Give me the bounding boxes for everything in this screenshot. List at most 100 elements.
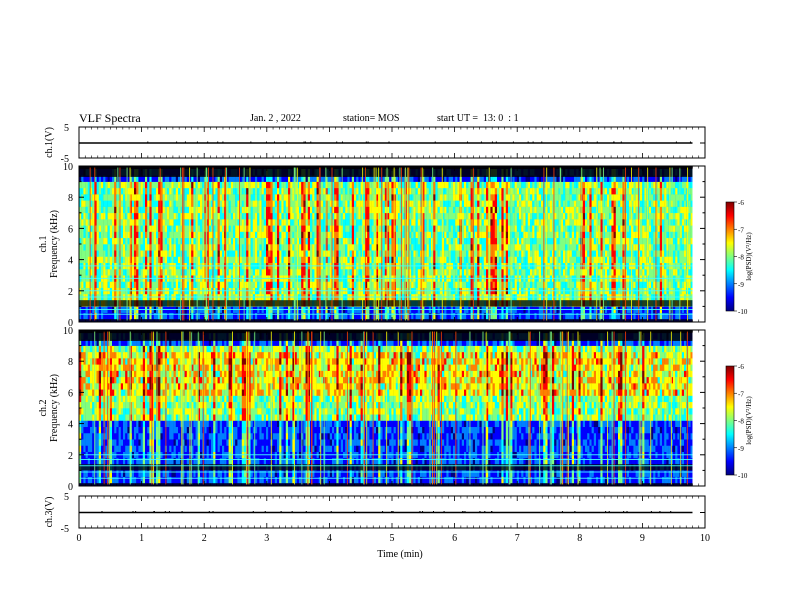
spectrogram-cell <box>165 250 167 257</box>
spectrogram-cell <box>141 207 143 214</box>
spectrogram-cell <box>427 225 429 232</box>
spectrogram-cell <box>453 238 455 245</box>
spectrogram-cell <box>92 269 94 276</box>
spectrogram-cell <box>235 232 237 239</box>
spectrogram-cell <box>334 200 336 207</box>
spectrogram-cell <box>143 225 145 232</box>
spectrogram-cell <box>369 188 371 195</box>
spectrogram-cell <box>471 269 473 276</box>
spectrogram-cell <box>493 281 495 288</box>
spectrogram-cell <box>178 213 180 220</box>
spectrogram-cell <box>435 232 437 239</box>
spectrogram-cell <box>251 256 253 263</box>
spectrogram-cell <box>108 250 110 257</box>
spectrogram-cell <box>444 250 446 257</box>
spectrogram-cell <box>306 281 308 288</box>
spectrogram-cell <box>336 244 338 251</box>
spectrogram-cell <box>277 238 279 245</box>
spectrogram-cell <box>433 200 435 207</box>
spectrogram-cell <box>171 194 173 201</box>
spectrogram-cell <box>350 313 352 320</box>
spectrogram-cell <box>215 313 217 320</box>
spectrogram-cell <box>290 213 292 220</box>
spectrogram-cell <box>477 182 479 189</box>
spectrogram-cell <box>464 213 466 220</box>
spectrogram-cell <box>321 232 323 239</box>
spectrogram-cell <box>438 250 440 257</box>
spectrogram-cell <box>193 188 195 195</box>
spectrogram-cell <box>303 250 305 257</box>
spectrogram-cell <box>187 213 189 220</box>
spectrogram-cell <box>136 250 138 257</box>
spectrogram-cell <box>462 200 464 207</box>
spectrogram-cell <box>231 225 233 232</box>
spectrogram-cell <box>438 281 440 288</box>
spectrogram-cell <box>281 313 283 320</box>
spectrogram-cell <box>402 225 404 232</box>
spectrogram-cell <box>218 244 220 251</box>
spectrogram-cell <box>121 225 123 232</box>
spectrogram-cell <box>99 238 101 245</box>
spectrogram-cell <box>328 200 330 207</box>
spectrogram-cell <box>86 281 88 288</box>
spectrogram-cell <box>286 269 288 276</box>
spectrogram-cell <box>372 225 374 232</box>
spectrogram-cell <box>97 244 99 251</box>
spectrogram-cell <box>343 194 345 201</box>
spectrogram-cell <box>193 256 195 263</box>
spectrogram-cell <box>427 250 429 257</box>
spectrogram-cell <box>449 250 451 257</box>
spectrogram-cell <box>169 313 171 320</box>
spectrogram-cell <box>354 194 356 201</box>
spectrogram-cell <box>277 200 279 207</box>
spectrogram-cell <box>446 313 448 320</box>
spectrogram-cell <box>321 188 323 195</box>
spectrogram-cell <box>264 207 266 214</box>
spectrogram-cell <box>396 244 398 251</box>
spectrogram-cell <box>114 281 116 288</box>
spectrogram-cell <box>308 250 310 257</box>
spectrogram-cell <box>484 194 486 201</box>
spectrogram-cell <box>154 244 156 251</box>
spectrogram-cell <box>383 194 385 201</box>
spectrogram-cell <box>475 256 477 263</box>
spectrogram-cell <box>438 225 440 232</box>
spectrogram-cell <box>466 219 468 226</box>
spectrogram-cell <box>312 207 314 214</box>
spectrogram-cell <box>266 244 268 251</box>
spectrogram-cell <box>391 207 393 214</box>
spectrogram-cell <box>273 250 275 257</box>
spectrogram-cell <box>482 200 484 207</box>
spectrogram-cell <box>178 182 180 189</box>
spectrogram-cell <box>284 200 286 207</box>
spectrogram-cell <box>468 200 470 207</box>
spectrogram-cell <box>444 207 446 214</box>
spectrogram-cell <box>416 188 418 195</box>
spectrogram-cell <box>418 225 420 232</box>
spectrogram-cell <box>314 219 316 226</box>
spectrogram-cell <box>268 238 270 245</box>
spectrogram-cell <box>484 219 486 226</box>
spectrogram-cell <box>363 313 365 320</box>
spectrogram-cell <box>354 256 356 263</box>
spectrogram-cell <box>301 219 303 226</box>
spectrogram-cell <box>191 238 193 245</box>
spectrogram-cell <box>321 281 323 288</box>
spectrogram-cell <box>103 182 105 189</box>
spectrogram-cell <box>132 225 134 232</box>
spectrogram-cell <box>220 244 222 251</box>
spectrogram-cell <box>284 219 286 226</box>
spectrogram-cell <box>328 256 330 263</box>
spectrogram-cell <box>314 250 316 257</box>
spectrogram-cell <box>418 250 420 257</box>
spectrogram-cell <box>435 182 437 189</box>
spectrogram-cell <box>396 213 398 220</box>
spectrogram-cell <box>321 207 323 214</box>
spectrogram-cell <box>449 281 451 288</box>
spectrogram-cell <box>328 225 330 232</box>
spectrogram-cell <box>354 244 356 251</box>
spectrogram-cell <box>132 281 134 288</box>
spectrogram-cell <box>105 313 107 320</box>
spectrogram-cell <box>193 250 195 257</box>
spectrogram-cell <box>466 256 468 263</box>
